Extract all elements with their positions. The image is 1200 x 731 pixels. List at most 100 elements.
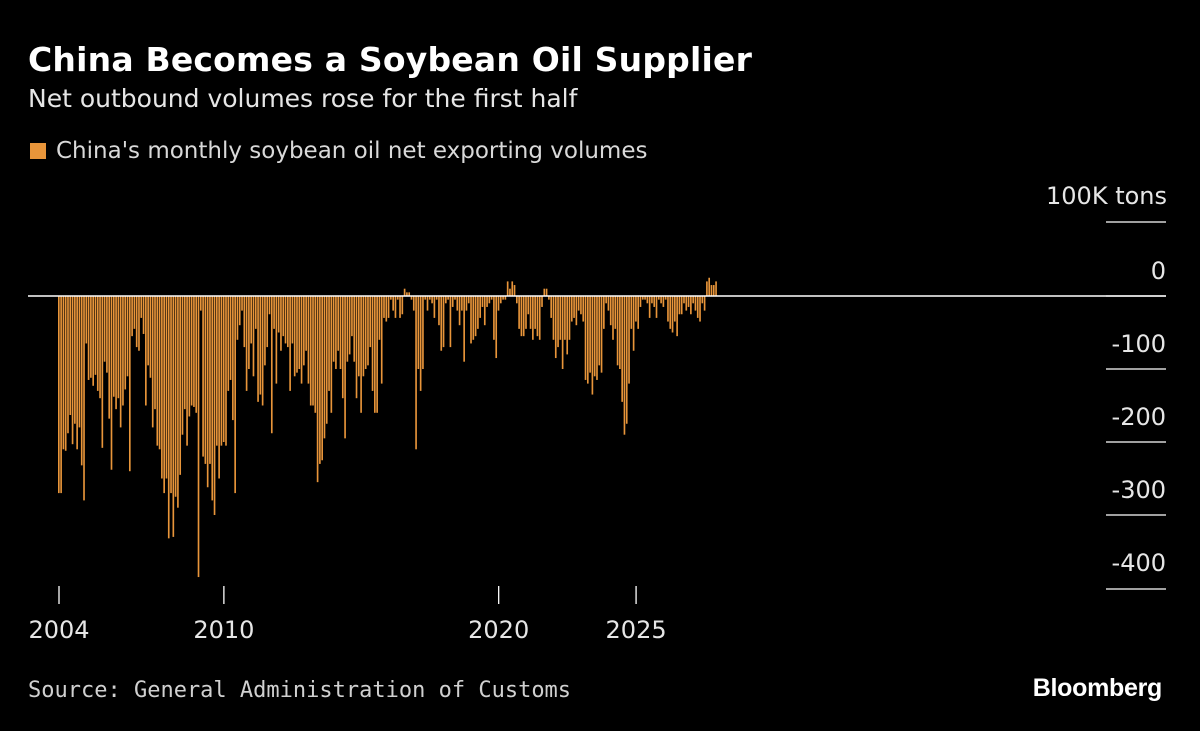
bar-196: [506, 281, 509, 296]
bar-13: [87, 296, 90, 380]
bar-95: [275, 296, 278, 384]
bar-113: [316, 296, 319, 483]
bar-14: [90, 296, 92, 378]
bar-159: [422, 296, 424, 369]
bar-216: [552, 296, 555, 340]
bar-49: [170, 296, 172, 494]
bar-257: [646, 296, 649, 304]
bar-255: [641, 296, 644, 300]
bar-231: [586, 296, 589, 384]
bar-26: [117, 296, 120, 399]
bar-84: [250, 296, 253, 344]
bar-237: [600, 296, 603, 373]
y-tick-label--100: -100: [1112, 330, 1166, 358]
bar-213: [545, 288, 548, 296]
bar-75: [229, 296, 232, 380]
bar-271: [678, 296, 681, 315]
bar-258: [648, 296, 651, 318]
bar-147: [394, 296, 397, 318]
bar-39: [147, 296, 149, 366]
bar-135: [367, 296, 369, 366]
bar-8: [76, 296, 78, 450]
bar-187: [486, 296, 488, 307]
bar-197: [509, 288, 511, 296]
bar-206: [529, 296, 532, 329]
bar-279: [696, 296, 699, 318]
bar-154: [410, 296, 413, 300]
bar-241: [609, 296, 612, 326]
bar-25: [115, 296, 117, 410]
bar-60: [195, 296, 198, 413]
bar-124: [341, 296, 344, 399]
bar-30: [126, 296, 129, 377]
y-tick-label--200: -200: [1112, 403, 1166, 431]
bar-163: [431, 296, 433, 304]
bar-98: [282, 296, 285, 337]
bar-9: [78, 296, 81, 428]
bar-155: [412, 296, 415, 311]
bar-101: [289, 296, 291, 391]
bar-69: [216, 296, 218, 446]
bar-243: [614, 296, 617, 329]
bar-83: [248, 296, 250, 369]
bar-151: [403, 288, 406, 296]
bar-167: [440, 296, 443, 351]
bar-169: [445, 296, 447, 304]
bar-4: [67, 296, 69, 434]
bar-104: [296, 296, 298, 373]
bar-194: [502, 296, 504, 300]
bars-group: [58, 277, 717, 578]
bar-48: [167, 296, 170, 539]
bar-205: [527, 296, 530, 315]
bar-178: [465, 296, 468, 311]
bar-240: [607, 296, 610, 311]
bar-3: [64, 296, 67, 451]
bar-125: [344, 296, 346, 439]
bar-247: [623, 296, 626, 435]
bar-136: [369, 296, 372, 348]
chart-title: China Becomes a Soybean Oil Supplier: [28, 40, 753, 79]
bar-219: [559, 296, 562, 340]
bar-133: [362, 296, 365, 377]
bar-24: [112, 296, 115, 397]
bar-88: [259, 296, 262, 395]
bar-234: [593, 296, 596, 377]
bar-250: [630, 296, 633, 329]
x-tick-label-2010: 2010: [193, 616, 254, 644]
bar-228: [580, 296, 582, 315]
bar-42: [154, 296, 156, 410]
bar-146: [392, 296, 394, 311]
bar-275: [687, 296, 690, 307]
bar-47: [165, 296, 168, 479]
bar-91: [266, 296, 269, 348]
bar-172: [451, 296, 454, 307]
bar-50: [172, 296, 175, 537]
bar-189: [490, 296, 493, 300]
bar-128: [351, 296, 353, 337]
bar-41: [151, 296, 154, 428]
bar-186: [483, 296, 486, 326]
bar-224: [570, 296, 573, 322]
bar-233: [591, 296, 594, 395]
bar-156: [415, 296, 417, 450]
bar-223: [568, 296, 571, 340]
bar-262: [657, 296, 660, 300]
bar-171: [449, 296, 452, 348]
bar-108: [305, 296, 307, 351]
bar-165: [435, 296, 438, 300]
legend-swatch: [30, 143, 46, 159]
bar-188: [488, 296, 491, 304]
bar-86: [254, 296, 257, 329]
bar-115: [321, 296, 323, 461]
bar-210: [538, 296, 541, 340]
bar-166: [438, 296, 440, 326]
bar-132: [360, 296, 362, 413]
bar-64: [204, 296, 207, 464]
bar-61: [197, 296, 200, 578]
bar-181: [472, 296, 475, 340]
bar-185: [481, 296, 484, 307]
bar-199: [513, 285, 516, 296]
bar-161: [426, 296, 429, 311]
y-tick-label-0: 0: [1151, 257, 1166, 285]
